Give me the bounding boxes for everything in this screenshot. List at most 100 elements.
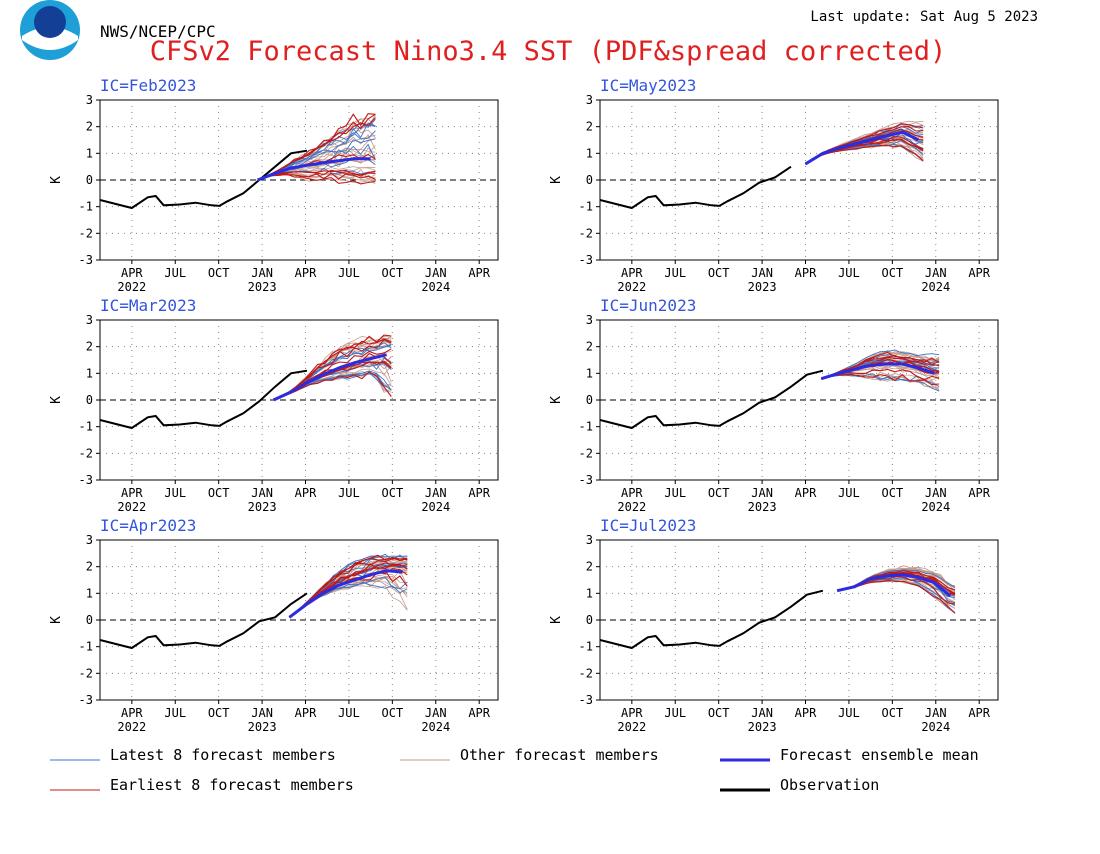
x-tick-month: APR [621, 706, 643, 720]
ensemble-mean-line [257, 157, 371, 182]
y-tick-label: -2 [79, 666, 93, 680]
x-tick-year: 2022 [617, 720, 646, 734]
y-tick-label: 1 [586, 366, 593, 380]
y-tick-label: 3 [586, 93, 593, 107]
y-tick-label: -2 [79, 446, 93, 460]
x-tick-month: JAN [925, 266, 947, 280]
x-tick-month: JUL [838, 266, 860, 280]
panel-frame [599, 319, 999, 481]
x-tick-month: JAN [925, 706, 947, 720]
x-tick-year: 2024 [921, 500, 950, 514]
y-tick-label: -1 [79, 640, 93, 654]
y-tick-label: -3 [579, 473, 593, 487]
x-tick-month: JAN [251, 266, 273, 280]
y-tick-label: 1 [586, 586, 593, 600]
x-tick-month: APR [468, 266, 490, 280]
x-tick-year: 2024 [421, 280, 450, 294]
panel-frame [599, 99, 999, 261]
x-tick-month: APR [795, 266, 817, 280]
panel-lines [100, 334, 392, 430]
ensemble-mean-line [272, 353, 387, 402]
legend-item-other: Other forecast members [400, 746, 659, 764]
y-tick-label: -3 [79, 253, 93, 267]
y-tick-label: 1 [86, 586, 93, 600]
x-tick-month: OCT [208, 706, 230, 720]
x-tick-year: 2022 [617, 500, 646, 514]
y-axis-label: K [49, 396, 64, 404]
observation-line [100, 369, 308, 430]
x-tick-year: 2022 [117, 500, 146, 514]
y-tick-label: 2 [586, 340, 593, 354]
x-tick-year: 2023 [748, 500, 777, 514]
y-tick-label: 2 [86, 560, 93, 574]
y-tick-label: -1 [579, 420, 593, 434]
x-tick-month: JUL [664, 706, 686, 720]
y-tick-label: -3 [79, 473, 93, 487]
observation-line [600, 369, 824, 430]
x-tick-year: 2024 [921, 720, 950, 734]
x-tick-month: OCT [882, 706, 904, 720]
observation-line [100, 592, 308, 650]
observation-line [600, 165, 792, 210]
panel-frame [99, 99, 499, 261]
x-tick-month: JAN [251, 706, 273, 720]
y-tick-label: -3 [579, 693, 593, 707]
y-tick-label: -1 [79, 200, 93, 214]
y-tick-label: 3 [586, 533, 593, 547]
x-tick-month: OCT [708, 706, 730, 720]
x-tick-year: 2022 [117, 720, 146, 734]
y-tick-label: -1 [579, 640, 593, 654]
x-tick-month: APR [621, 266, 643, 280]
panel-grid [100, 320, 498, 480]
ensemble-mean-line [836, 573, 952, 598]
x-tick-month: APR [121, 486, 143, 500]
legend-label: Earliest 8 forecast members [110, 776, 354, 794]
x-tick-month: JUL [164, 266, 186, 280]
y-tick-label: -2 [579, 446, 593, 460]
x-tick-year: 2023 [248, 280, 277, 294]
legend-label: Forecast ensemble mean [780, 746, 979, 764]
y-tick-label: 2 [86, 120, 93, 134]
panel-grid [600, 320, 998, 480]
y-axis-label: K [549, 176, 564, 184]
panel-lines [600, 349, 940, 430]
x-tick-month: APR [295, 486, 317, 500]
x-tick-month: JAN [751, 486, 773, 500]
x-tick-month: JUL [338, 266, 360, 280]
panel-grid [100, 540, 498, 700]
observation-line [600, 589, 824, 650]
chart-main-title: CFSv2 Forecast Nino3.4 SST (PDF&spread c… [150, 36, 947, 67]
panel-frame [599, 539, 999, 701]
panel-ic-label: IC=Jul2023 [600, 516, 696, 535]
x-tick-year: 2022 [617, 280, 646, 294]
y-tick-label: 0 [86, 613, 93, 627]
x-tick-month: APR [968, 486, 990, 500]
y-tick-label: 1 [86, 146, 93, 160]
x-tick-month: APR [121, 266, 143, 280]
ensemble-mean-line [288, 569, 403, 619]
x-tick-month: APR [295, 266, 317, 280]
panel-frame [99, 539, 499, 701]
y-tick-label: -2 [79, 226, 93, 240]
panel-ic-label: IC=Mar2023 [100, 296, 196, 315]
x-tick-month: JUL [164, 706, 186, 720]
x-tick-month: OCT [708, 266, 730, 280]
x-tick-year: 2023 [748, 720, 777, 734]
y-tick-label: -1 [579, 200, 593, 214]
y-tick-label: 1 [586, 146, 593, 160]
legend-label: Latest 8 forecast members [110, 746, 336, 764]
x-tick-year: 2024 [421, 500, 450, 514]
x-tick-month: OCT [708, 486, 730, 500]
panel-ic-label: IC=Feb2023 [100, 76, 196, 95]
panel-frame [99, 319, 499, 481]
x-tick-month: OCT [382, 266, 404, 280]
y-tick-label: -3 [579, 253, 593, 267]
y-tick-label: -2 [579, 666, 593, 680]
